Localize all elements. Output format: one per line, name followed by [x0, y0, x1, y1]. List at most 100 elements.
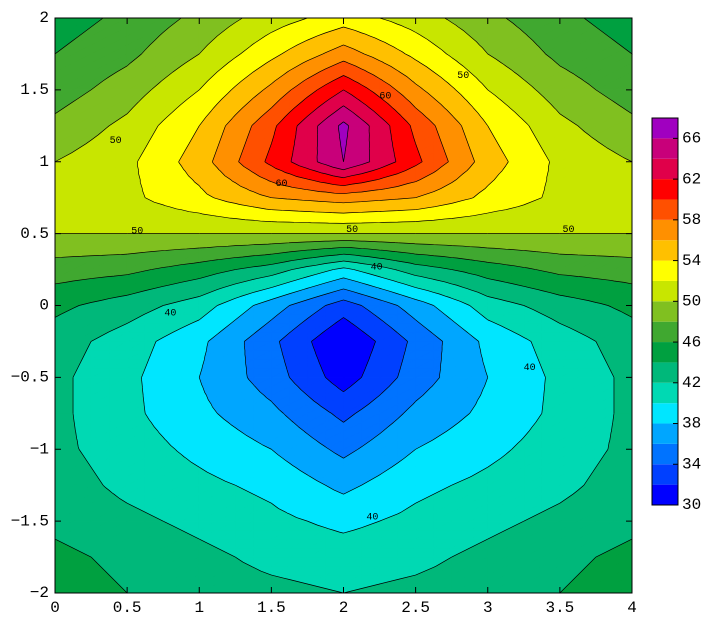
contour-line: [141, 341, 157, 378]
contour-line: [559, 274, 633, 285]
contour-line: [108, 113, 128, 127]
contour-line: [343, 277, 416, 300]
contour-line: [198, 341, 209, 378]
contour-line: [403, 401, 416, 414]
contour-line: [363, 53, 416, 85]
contour-line: [251, 107, 272, 127]
x-tick-label: 0: [50, 599, 60, 617]
contour-label: 60: [379, 91, 391, 102]
contour-line: [338, 125, 344, 162]
contour-line: [217, 413, 272, 450]
contour-line: [343, 240, 416, 245]
contour-line: [535, 89, 561, 115]
contour-line: [290, 60, 344, 91]
colorbar-band: [652, 118, 678, 139]
contour-line: [595, 538, 633, 558]
contour-band: [54, 376, 74, 414]
contour-band: [126, 556, 200, 594]
contour-line: [343, 260, 396, 270]
contour-line: [198, 89, 232, 127]
contour-line: [271, 253, 344, 265]
contour-line: [127, 247, 200, 255]
colorbar-band: [652, 443, 678, 465]
contour-line: [394, 269, 416, 276]
contour-line: [415, 161, 423, 167]
y-tick-label: 1.5: [20, 81, 49, 99]
contour-line: [235, 484, 272, 504]
contour-line: [289, 288, 344, 306]
contour-band: [126, 448, 201, 486]
contour-line: [410, 125, 416, 144]
contour-line: [487, 262, 536, 270]
contour-line: [78, 449, 104, 486]
contour-label: 40: [371, 262, 383, 273]
contour-band: [613, 376, 633, 414]
contour-line: [271, 277, 344, 300]
contour-band: [343, 484, 416, 522]
contour-line: [343, 520, 380, 534]
y-tick-label: −1: [30, 440, 49, 458]
contour-label: 40: [366, 512, 378, 523]
contour-line: [198, 185, 214, 198]
colorbar-tick-label: 62: [682, 170, 701, 188]
contour-line: [415, 253, 488, 263]
contour-line: [137, 125, 159, 162]
contour-line: [279, 341, 290, 378]
y-tick-label: 1: [39, 153, 49, 171]
contour-line: [415, 299, 434, 306]
y-tick-label: −2: [30, 584, 49, 602]
contour-line: [78, 294, 128, 306]
contour-line: [343, 221, 416, 224]
contour-line: [126, 89, 152, 115]
contour-line: [415, 143, 423, 162]
colorbar-tick-label: 34: [682, 455, 701, 473]
contour-line: [198, 17, 243, 55]
colorbar-tick-label: 50: [682, 293, 701, 311]
contour-line: [247, 377, 272, 402]
colorbar-band: [652, 179, 678, 200]
contour-line: [311, 317, 344, 342]
contour-band: [487, 197, 561, 235]
contour-line: [368, 125, 371, 162]
contour-line: [478, 341, 489, 378]
colorbar-tick-label: 54: [682, 252, 701, 270]
contour-line: [271, 240, 344, 245]
contour-label: 50: [131, 226, 143, 237]
contour-line: [559, 113, 579, 127]
contour-line: [333, 267, 344, 270]
contour-line: [405, 53, 416, 61]
contour-band: [487, 448, 561, 486]
contour-line: [54, 274, 128, 285]
contour-line: [198, 53, 241, 91]
y-tick-label: 0.5: [20, 225, 49, 243]
contour-band: [415, 340, 444, 378]
contour-line: [244, 319, 272, 342]
colorbar-band: [652, 342, 678, 363]
contour-line: [487, 125, 509, 162]
contour-line: [174, 449, 200, 468]
contour-line: [238, 161, 272, 183]
contour-line: [271, 246, 344, 255]
contour-line: [199, 212, 272, 222]
contour-line: [487, 319, 532, 342]
colorbar-tick-label: 66: [682, 130, 701, 148]
contour-line: [451, 466, 488, 486]
x-tick-label: 0.5: [113, 599, 142, 617]
x-tick-label: 2.5: [401, 599, 430, 617]
contour-line: [523, 502, 561, 522]
contour-line: [415, 243, 488, 249]
contour-line: [595, 89, 633, 115]
contour-line: [487, 278, 560, 296]
contour-line: [54, 17, 104, 55]
contour-line: [343, 267, 354, 270]
contour-line: [213, 197, 272, 211]
colorbar-tick-label: 58: [682, 211, 701, 229]
contour-label: 50: [457, 71, 469, 82]
x-tick-label: 3.5: [545, 599, 574, 617]
contour-line: [198, 377, 218, 414]
contour-line: [231, 59, 272, 91]
contour-line: [199, 275, 272, 297]
contour-line: [395, 89, 416, 109]
contour-line: [473, 185, 489, 198]
contour-band: [178, 161, 200, 187]
